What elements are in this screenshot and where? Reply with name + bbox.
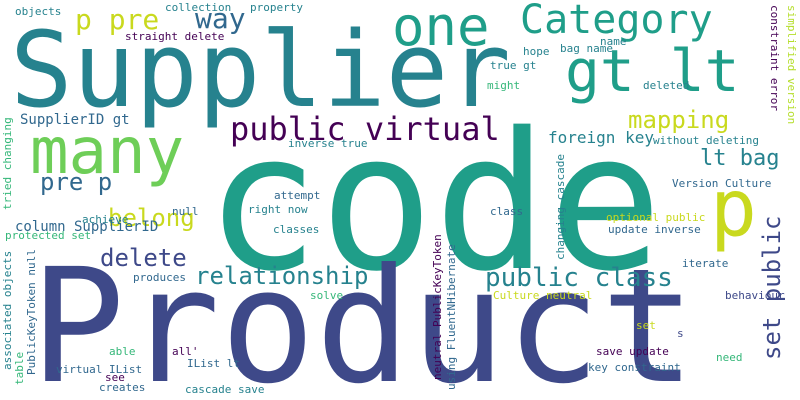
word: name (600, 35, 627, 48)
word: mapping (628, 106, 730, 134)
word: SupplierID gt (20, 112, 130, 128)
word: s (677, 327, 684, 340)
word: changing cascade (554, 154, 567, 260)
word: Supplier (10, 9, 511, 131)
word: classes (273, 223, 320, 236)
word: Culture neutral (493, 289, 593, 302)
word: public class (485, 263, 673, 293)
word: cascade save (185, 383, 265, 396)
word: associated objects (1, 250, 14, 370)
word: key constraint (588, 361, 681, 374)
word: p (710, 164, 757, 254)
word: code (205, 92, 663, 313)
word: behaviour (725, 289, 785, 302)
word: tried changing (1, 117, 14, 210)
word: one (392, 0, 490, 58)
word: virtual IList (56, 363, 143, 376)
word: creates (99, 381, 146, 394)
word: many (30, 115, 185, 189)
word: Category (520, 0, 713, 43)
word: simplified version (785, 5, 798, 125)
word: set (636, 319, 656, 332)
word: p pre (75, 3, 160, 36)
word: lt bag (700, 146, 780, 171)
word: right now (248, 203, 308, 216)
word: without deleting (653, 134, 759, 147)
word: need (716, 351, 743, 364)
word: Version Culture (672, 177, 772, 190)
word: true gt (490, 59, 537, 72)
word: delete (100, 244, 187, 272)
word: see (105, 371, 125, 384)
word: gt lt (565, 37, 740, 105)
word: able (109, 345, 136, 358)
word: all' (172, 345, 199, 358)
word: neutral PublicKeyToken (431, 234, 444, 380)
word: hope (523, 45, 550, 58)
word: update inverse (608, 223, 701, 236)
word: objects (15, 5, 62, 18)
word: straight delete (125, 30, 225, 43)
word: iterate (682, 257, 729, 270)
word: property (250, 1, 303, 14)
word: inverse true (288, 137, 368, 150)
word: IList lt (187, 357, 240, 370)
word: class (490, 205, 524, 218)
word: table (13, 351, 26, 385)
word: attempt (274, 189, 321, 202)
word: Product (30, 235, 696, 400)
word: constraint error (768, 5, 781, 111)
word: belong (108, 204, 195, 232)
word: solve (310, 289, 344, 302)
word: achieve (82, 213, 129, 226)
word: PublicKeyToken null (25, 249, 38, 375)
word: way (195, 2, 246, 35)
word: public virtual (230, 110, 500, 148)
word: deleted (643, 79, 690, 92)
word: pre p (40, 168, 113, 196)
word: might (487, 79, 521, 92)
word: optional public (606, 211, 706, 224)
word: null (172, 205, 199, 218)
word: column SupplierID (15, 219, 159, 235)
word: set public (758, 215, 786, 361)
word: bag name (560, 42, 613, 55)
word: foreign key (548, 128, 654, 147)
word: collection (165, 1, 232, 14)
word: produces (133, 271, 186, 284)
word: protected set (5, 229, 92, 242)
word: relationship (195, 262, 369, 290)
word: using FluentNHibernate (445, 244, 458, 390)
word: save update (596, 345, 669, 358)
